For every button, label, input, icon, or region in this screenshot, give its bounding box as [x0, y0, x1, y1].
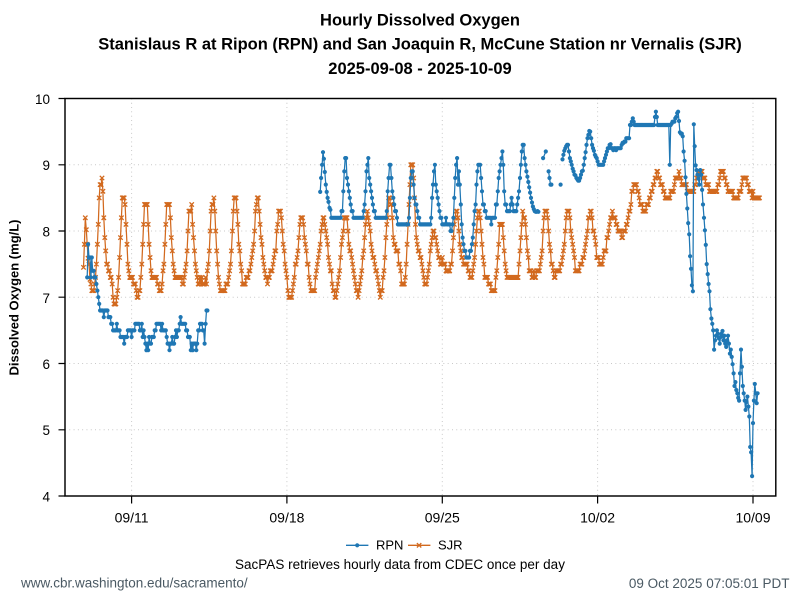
svg-text:Dissolved Oxygen (mg/L): Dissolved Oxygen (mg/L) [7, 219, 22, 375]
svg-text:9: 9 [42, 158, 50, 173]
svg-text:SacPAS retrieves hourly data f: SacPAS retrieves hourly data from CDEC o… [235, 557, 565, 572]
svg-text:7: 7 [42, 291, 50, 306]
svg-text:10: 10 [35, 92, 50, 107]
svg-text:5: 5 [42, 423, 50, 438]
svg-text:09/18: 09/18 [269, 510, 304, 526]
svg-text:SJR: SJR [438, 538, 463, 553]
svg-text:RPN: RPN [376, 538, 403, 553]
svg-text:Hourly Dissolved Oxygen: Hourly Dissolved Oxygen [320, 12, 520, 30]
svg-text:09/25: 09/25 [425, 510, 460, 526]
svg-text:10/02: 10/02 [580, 510, 615, 526]
svg-text:09 Oct 2025 07:05:01 PDT: 09 Oct 2025 07:05:01 PDT [629, 576, 790, 591]
svg-text:2025-09-08 - 2025-10-09: 2025-09-08 - 2025-10-09 [328, 60, 511, 78]
svg-text:www.cbr.washington.edu/sacrame: www.cbr.washington.edu/sacramento/ [20, 576, 248, 591]
svg-text:4: 4 [42, 490, 50, 505]
svg-text:8: 8 [42, 225, 50, 240]
svg-text:6: 6 [42, 357, 50, 372]
svg-text:09/11: 09/11 [115, 510, 149, 526]
svg-text:Stanislaus R at Ripon (RPN) an: Stanislaus R at Ripon (RPN) and San Joaq… [98, 36, 742, 54]
svg-text:10/09: 10/09 [735, 510, 770, 526]
